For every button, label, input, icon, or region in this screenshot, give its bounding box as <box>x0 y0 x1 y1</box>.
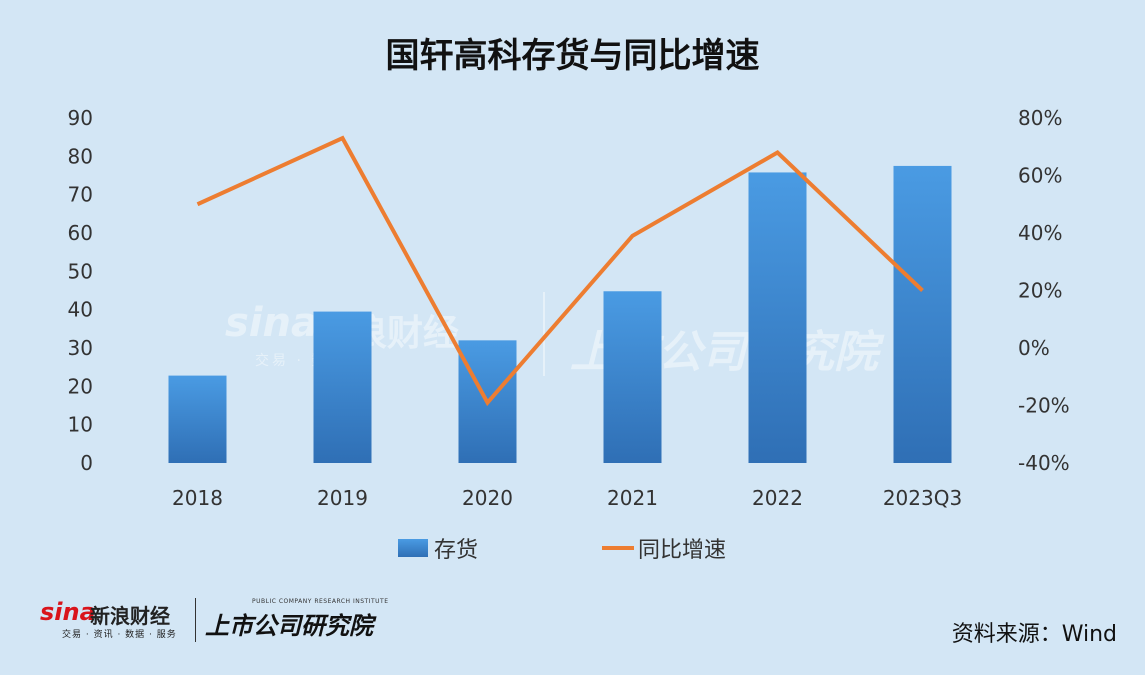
institute-logo-cn: 上市公司研究院 <box>205 612 373 640</box>
line-series-yoy-growth <box>196 135 924 407</box>
category-label: 2023Q3 <box>883 486 962 510</box>
right-axis-tick-label: -40% <box>1018 451 1070 475</box>
legend-bar-swatch <box>398 539 428 557</box>
sina-logo-word: sina <box>40 598 96 626</box>
category-label: 2019 <box>317 486 368 510</box>
source-note: 资料来源：Wind <box>951 622 1117 647</box>
left-axis-tick-label: 70 <box>68 183 93 207</box>
left-axis-tick-label: 20 <box>68 374 93 398</box>
sina-logo-sub: 交易 · 资讯 · 数据 · 服务 <box>62 630 177 640</box>
left-axis-tick-label: 60 <box>68 221 93 245</box>
legend-line-label: 同比增速 <box>638 538 726 563</box>
left-axis-tick-label: 90 <box>68 106 93 130</box>
right-axis-tick-label: 60% <box>1018 164 1062 188</box>
bar-2022 <box>748 172 807 463</box>
right-axis-tick-label: 40% <box>1018 221 1062 245</box>
sina-logo-cn: 新浪财经 <box>90 604 170 628</box>
logo-divider <box>195 598 196 642</box>
bar-2019 <box>313 311 372 463</box>
left-axis-tick-label: 50 <box>68 259 93 283</box>
right-axis-tick-label: 0% <box>1018 336 1050 360</box>
category-label: 2018 <box>172 486 223 510</box>
right-axis-tick-label: 20% <box>1018 279 1062 303</box>
right-axis-tick-label: -20% <box>1018 394 1070 418</box>
category-label: 2020 <box>462 486 513 510</box>
category-label: 2021 <box>607 486 658 510</box>
bar-2018 <box>168 375 227 463</box>
category-label: 2022 <box>752 486 803 510</box>
left-axis-tick-label: 80 <box>68 144 93 168</box>
legend-bar-label: 存货 <box>434 538 478 563</box>
right-axis-tick-label: 80% <box>1018 106 1062 130</box>
footer-logo: sina 新浪财经 交易 · 资讯 · 数据 · 服务 PUBLIC COMPA… <box>40 596 410 646</box>
institute-logo-en: PUBLIC COMPANY RESEARCH INSTITUTE <box>252 598 389 605</box>
bar-2021 <box>603 291 662 463</box>
chart-title: 国轩高科存货与同比增速 <box>385 36 760 76</box>
bar-2023Q3 <box>893 165 952 463</box>
left-axis-tick-label: 10 <box>68 413 93 437</box>
left-axis-tick-label: 30 <box>68 336 93 360</box>
left-axis-tick-label: 40 <box>68 298 93 322</box>
left-axis-tick-label: 0 <box>80 451 93 475</box>
